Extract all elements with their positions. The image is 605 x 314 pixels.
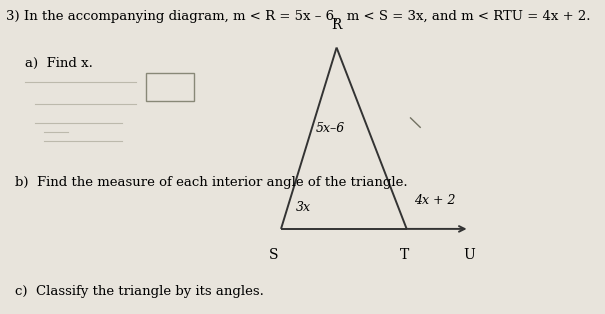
Text: S: S [269, 248, 278, 262]
Text: a)  Find x.: a) Find x. [25, 57, 93, 70]
Text: 3) In the accompanying diagram, m < R = 5x – 6,  m < S = 3x, and m < RTU = 4x + : 3) In the accompanying diagram, m < R = … [5, 10, 590, 23]
Text: R: R [332, 18, 342, 32]
Text: U: U [463, 248, 476, 262]
Text: 4x + 2: 4x + 2 [414, 194, 456, 207]
Text: T: T [400, 248, 409, 262]
Text: b)  Find the measure of each interior angle of the triangle.: b) Find the measure of each interior ang… [15, 176, 408, 189]
Bar [146, 73, 194, 101]
Text: 3x: 3x [295, 201, 310, 214]
Text: 5x–6: 5x–6 [316, 122, 345, 135]
Text: c)  Classify the triangle by its angles.: c) Classify the triangle by its angles. [15, 285, 264, 298]
